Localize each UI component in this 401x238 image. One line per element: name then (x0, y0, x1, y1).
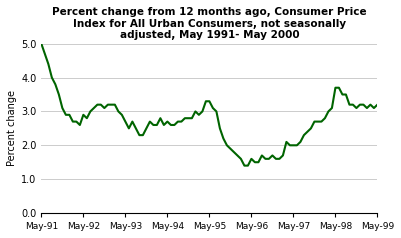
Y-axis label: Percent change: Percent change (7, 90, 17, 166)
Title: Percent change from 12 months ago, Consumer Price
Index for All Urban Consumers,: Percent change from 12 months ago, Consu… (52, 7, 367, 40)
